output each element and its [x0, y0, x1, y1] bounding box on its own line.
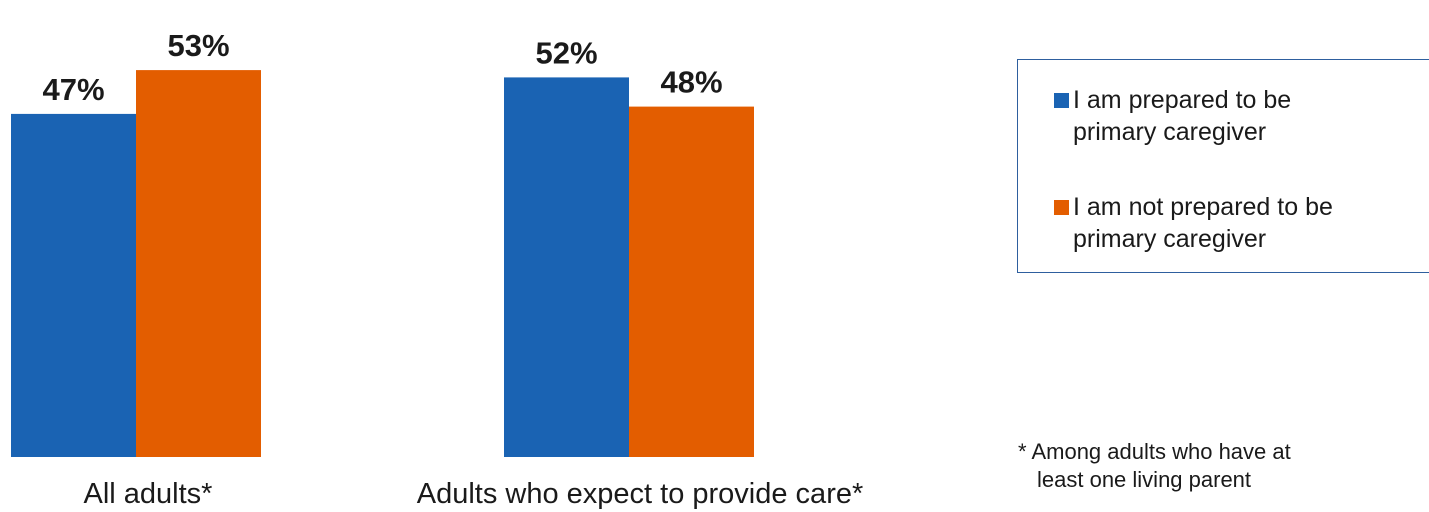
bar-prepared-1 — [504, 77, 629, 458]
footnote: * Among adults who have at least one liv… — [1018, 438, 1418, 494]
bar-not-prepared-1 — [629, 106, 754, 457]
bar-not-prepared-0 — [136, 70, 261, 457]
data-label: 53% — [167, 28, 229, 63]
legend-label-prepared: I am prepared to be primary caregiver — [1054, 84, 1393, 148]
chart-legend: I am prepared to be primary caregiver I … — [1017, 59, 1429, 273]
data-label: 52% — [535, 35, 597, 70]
legend-swatch-prepared — [1054, 93, 1069, 108]
footnote-line1: * Among adults who have at — [1018, 439, 1291, 464]
data-label: 48% — [660, 65, 722, 100]
legend-label-line2: primary caregiver — [1073, 225, 1267, 253]
legend-label-not-prepared: I am not prepared to be primary caregive… — [1054, 191, 1393, 255]
legend-swatch-not-prepared — [1054, 200, 1069, 215]
data-label: 47% — [42, 72, 104, 107]
footnote-line2: least one living parent — [1037, 467, 1252, 492]
legend-label-line2: primary caregiver — [1073, 118, 1267, 146]
legend-label-line1: I am not prepared to be — [1073, 193, 1333, 221]
category-label: All adults* — [84, 478, 213, 510]
legend-item-not-prepared: I am not prepared to be primary caregive… — [1054, 191, 1393, 255]
legend-label-line1: I am prepared to be — [1073, 86, 1292, 114]
legend-item-prepared: I am prepared to be primary caregiver — [1054, 84, 1393, 148]
category-label: Adults who expect to provide care* — [417, 478, 864, 510]
bar-prepared-0 — [11, 113, 136, 458]
